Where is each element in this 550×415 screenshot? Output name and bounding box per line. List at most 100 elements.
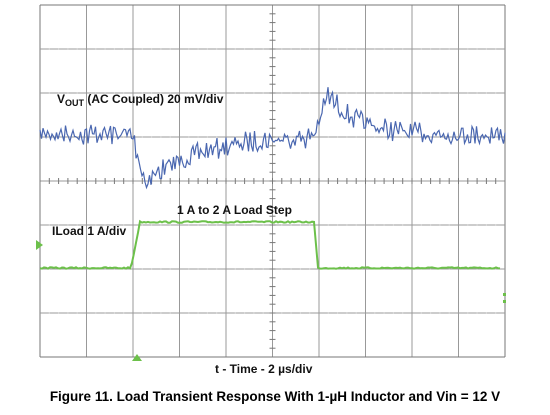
grid-dot bbox=[448, 92, 450, 94]
grid-dot bbox=[374, 136, 376, 138]
vout-main: V bbox=[57, 92, 65, 106]
grid-dot bbox=[160, 312, 162, 314]
grid-dot bbox=[234, 136, 236, 138]
grid-dot bbox=[439, 92, 441, 94]
grid-dot bbox=[262, 48, 264, 50]
grid-dot bbox=[467, 92, 469, 94]
grid-dot bbox=[299, 312, 301, 314]
grid-dot bbox=[485, 312, 487, 314]
step-label: 1 A to 2 A Load Step bbox=[177, 203, 292, 217]
grid-dot bbox=[234, 312, 236, 314]
grid-dot bbox=[104, 92, 106, 94]
grid-dot bbox=[160, 48, 162, 50]
grid-dot bbox=[355, 312, 357, 314]
grid-dot bbox=[281, 268, 283, 270]
grid-dot bbox=[290, 92, 292, 94]
grid-dot bbox=[67, 92, 69, 94]
grid-dot bbox=[467, 224, 469, 226]
grid-dot bbox=[151, 136, 153, 138]
grid-dot bbox=[244, 312, 246, 314]
grid-dot bbox=[402, 224, 404, 226]
grid-dot bbox=[383, 48, 385, 50]
grid-dot bbox=[253, 268, 255, 270]
time-label: t - Time - 2 µs/div bbox=[215, 362, 313, 376]
grid-dot bbox=[337, 92, 339, 94]
grid-dot bbox=[337, 136, 339, 138]
grid-dot bbox=[327, 312, 329, 314]
grid-dot bbox=[216, 136, 218, 138]
grid-dot bbox=[58, 48, 60, 50]
channel-marker bbox=[36, 240, 43, 250]
grid-dot bbox=[58, 92, 60, 94]
grid-dot bbox=[355, 48, 357, 50]
grid-dot bbox=[374, 224, 376, 226]
grid-dot bbox=[48, 224, 50, 226]
grid-dot bbox=[327, 136, 329, 138]
grid-dot bbox=[299, 92, 301, 94]
grid-dot bbox=[383, 312, 385, 314]
grid-dot bbox=[420, 92, 422, 94]
grid-dot bbox=[476, 224, 478, 226]
grid-dot bbox=[104, 136, 106, 138]
grid-dot bbox=[169, 48, 171, 50]
grid-dot bbox=[281, 224, 283, 226]
grid-dot bbox=[290, 312, 292, 314]
grid-dot bbox=[169, 92, 171, 94]
grid-dot bbox=[290, 48, 292, 50]
grid-dot bbox=[383, 224, 385, 226]
grid-dot bbox=[169, 312, 171, 314]
grid-dot bbox=[448, 268, 450, 270]
grid-dot bbox=[197, 268, 199, 270]
grid-dot bbox=[383, 92, 385, 94]
grid-dot bbox=[495, 48, 497, 50]
grid-dot bbox=[448, 48, 450, 50]
grid-dot bbox=[67, 312, 69, 314]
grid-dot bbox=[48, 92, 50, 94]
grid-dot bbox=[430, 136, 432, 138]
grid-dot bbox=[262, 268, 264, 270]
iload-label: ILoad 1 A/div bbox=[52, 224, 127, 238]
grid-dot bbox=[216, 224, 218, 226]
grid-dot bbox=[495, 224, 497, 226]
grid-dot bbox=[104, 224, 106, 226]
grid-dot bbox=[104, 48, 106, 50]
grid-dot bbox=[113, 268, 115, 270]
grid-dot bbox=[309, 268, 311, 270]
grid-dot bbox=[253, 312, 255, 314]
grid-dot bbox=[402, 92, 404, 94]
grid-dot bbox=[439, 224, 441, 226]
grid-dot bbox=[169, 224, 171, 226]
iload-trace bbox=[39, 219, 501, 270]
grid-dot bbox=[95, 136, 97, 138]
grid-dot bbox=[374, 92, 376, 94]
grid-dot bbox=[141, 268, 143, 270]
grid-dot bbox=[485, 224, 487, 226]
grid-dot bbox=[197, 92, 199, 94]
grid-dot bbox=[299, 48, 301, 50]
grid-dot bbox=[467, 48, 469, 50]
grid-dot bbox=[197, 48, 199, 50]
grid-dot bbox=[113, 136, 115, 138]
grid-dot bbox=[244, 268, 246, 270]
grid-dot bbox=[355, 92, 357, 94]
grid-dot bbox=[206, 312, 208, 314]
grid-dot bbox=[67, 48, 69, 50]
grid-dot bbox=[281, 136, 283, 138]
vout-sub: OUT bbox=[65, 98, 85, 108]
scope-grid bbox=[39, 4, 506, 358]
grid-dot bbox=[355, 224, 357, 226]
grid-dot bbox=[188, 48, 190, 50]
grid-dot bbox=[188, 224, 190, 226]
grid-dot bbox=[113, 92, 115, 94]
grid-dot bbox=[160, 224, 162, 226]
grid-dot bbox=[467, 312, 469, 314]
grid-dot bbox=[430, 268, 432, 270]
grid-dot bbox=[448, 224, 450, 226]
grid-dot bbox=[290, 136, 292, 138]
grid-dot bbox=[420, 48, 422, 50]
grid-dot bbox=[48, 268, 50, 270]
grid-dot bbox=[104, 312, 106, 314]
grid-dot bbox=[346, 224, 348, 226]
grid-dot bbox=[244, 48, 246, 50]
grid-dot bbox=[430, 92, 432, 94]
